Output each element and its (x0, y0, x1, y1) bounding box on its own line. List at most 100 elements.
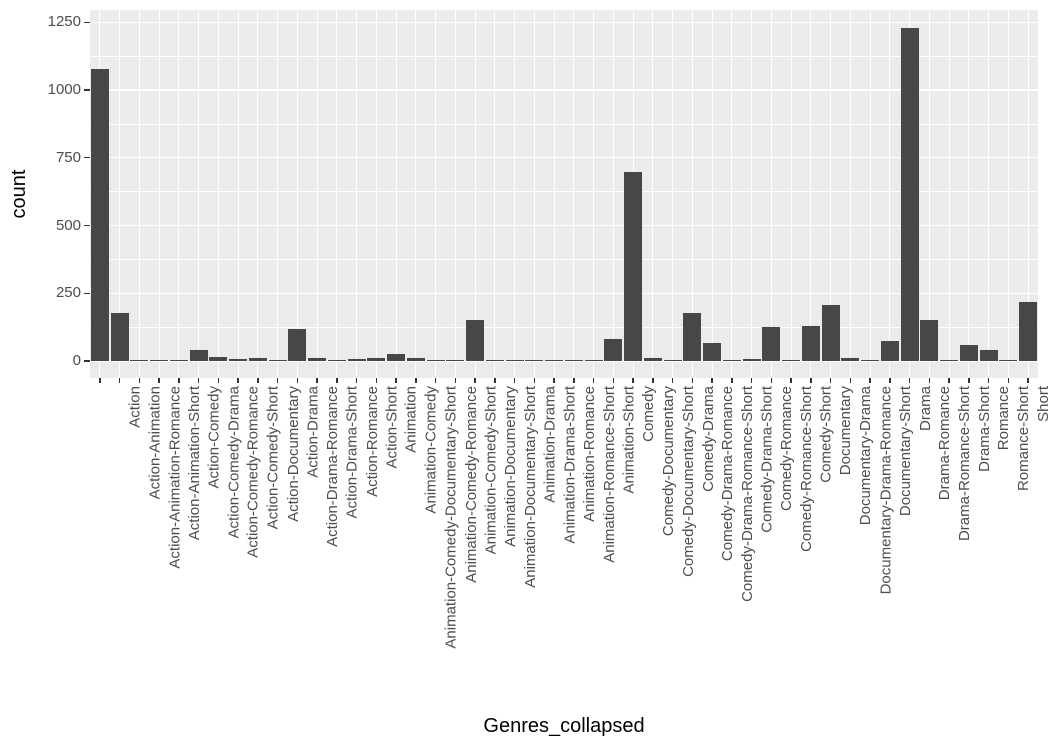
vertical-gridline (988, 10, 990, 378)
x-tick-label: Animation-Drama-Short (561, 386, 579, 544)
vertical-gridline (494, 10, 496, 378)
vertical-gridline (810, 10, 812, 378)
bar (466, 320, 484, 361)
vertical-gridline (514, 10, 516, 378)
vertical-gridline (751, 10, 753, 378)
x-axis-tick (810, 378, 812, 383)
bar (722, 360, 741, 361)
bar (229, 358, 247, 361)
vertical-gridline (948, 10, 950, 378)
x-tick-label: Action-Comedy-Short (264, 386, 282, 530)
x-tick-label: Animation-Short (620, 386, 638, 494)
y-axis-tick (84, 157, 90, 159)
x-tick-label: Comedy-Drama-Romance-Short (738, 386, 756, 602)
x-axis-tick (474, 378, 476, 383)
x-axis-tick (276, 378, 279, 383)
bar (821, 305, 840, 361)
bar (999, 360, 1018, 361)
x-axis-tick (375, 378, 378, 383)
x-tick-label: Short (1035, 386, 1050, 422)
x-axis-tick (553, 378, 555, 383)
bar (110, 313, 129, 361)
x-tick-label: Animation-Comedy-Romance (462, 386, 480, 583)
x-tick-label: Drama-Romance (936, 386, 954, 501)
x-tick-label: Comedy-Documentary-Short (679, 386, 697, 577)
bar (308, 358, 326, 361)
x-axis-tick (691, 378, 694, 383)
vertical-gridline (869, 10, 871, 378)
bar (545, 360, 563, 361)
y-tick-label: 250 (55, 284, 81, 302)
bar (347, 358, 366, 361)
x-axis-tick (197, 378, 200, 383)
vertical-gridline (770, 10, 772, 378)
vertical-gridline (533, 10, 535, 378)
bar (367, 357, 386, 361)
vertical-gridline (237, 10, 239, 378)
major-gridline (90, 224, 1038, 227)
bar (940, 360, 958, 361)
bar (505, 360, 524, 361)
x-axis-tick (987, 378, 990, 383)
x-tick-label: Animation (403, 386, 421, 453)
bar (841, 357, 860, 361)
bar (782, 360, 800, 361)
x-tick-label: Comedy-Drama (699, 386, 717, 492)
bar (209, 357, 228, 361)
x-axis-tick (296, 378, 299, 383)
bar (762, 327, 781, 361)
x-axis-tick (1007, 378, 1010, 383)
vertical-gridline (277, 10, 279, 378)
vertical-gridline (790, 10, 792, 378)
bar (90, 68, 109, 361)
x-tick-label: Comedy-Short (817, 386, 835, 483)
x-tick-label: Comedy-Documentary (659, 386, 677, 537)
bar (979, 350, 998, 361)
x-axis-tick (869, 378, 871, 383)
x-axis-tick (336, 378, 338, 383)
x-tick-label: Action-Comedy (205, 386, 223, 489)
x-axis-tick (237, 378, 239, 383)
x-tick-label: Action-Drama (304, 386, 322, 478)
x-axis-tick (968, 378, 970, 383)
vertical-gridline (889, 10, 891, 378)
bar (327, 359, 346, 361)
vertical-gridline (573, 10, 575, 378)
x-tick-label: Animation-Comedy-Documentary-Short (442, 386, 460, 649)
bar (624, 172, 642, 361)
x-tick-label: Action-Animation-Romance (166, 386, 184, 569)
bar (959, 344, 978, 361)
bar (446, 360, 465, 361)
vertical-gridline (612, 10, 614, 378)
x-tick-label: Romance (995, 386, 1013, 451)
y-tick-label: 750 (55, 148, 81, 166)
vertical-gridline (257, 10, 259, 378)
bar (643, 358, 662, 361)
vertical-gridline (474, 10, 476, 378)
bar (525, 360, 544, 361)
x-tick-label: Comedy (640, 386, 658, 442)
bar (703, 343, 721, 361)
x-axis-tick (355, 378, 358, 383)
x-axis-title: Genres_collapsed (483, 715, 645, 737)
x-axis-tick (494, 378, 496, 383)
bar (900, 28, 919, 361)
x-tick-label: Documentary (837, 386, 855, 476)
bar (584, 360, 603, 361)
bar (189, 350, 208, 361)
bar (861, 360, 879, 361)
x-tick-label: Comedy-Romance-Short (798, 386, 816, 552)
bar (485, 360, 504, 361)
x-axis-tick (632, 378, 634, 383)
x-tick-label: Documentary-Short (896, 386, 914, 517)
x-tick-label: Action-Romance (363, 386, 381, 497)
bar (663, 360, 682, 361)
x-axis-tick (99, 378, 101, 383)
x-axis-tick (118, 378, 121, 383)
x-axis-tick (138, 378, 141, 383)
vertical-gridline (968, 10, 970, 378)
x-tick-label: Comedy-Romance (778, 386, 796, 512)
x-tick-label: Drama-Romance-Short (956, 386, 974, 542)
minor-gridline (90, 259, 1038, 260)
